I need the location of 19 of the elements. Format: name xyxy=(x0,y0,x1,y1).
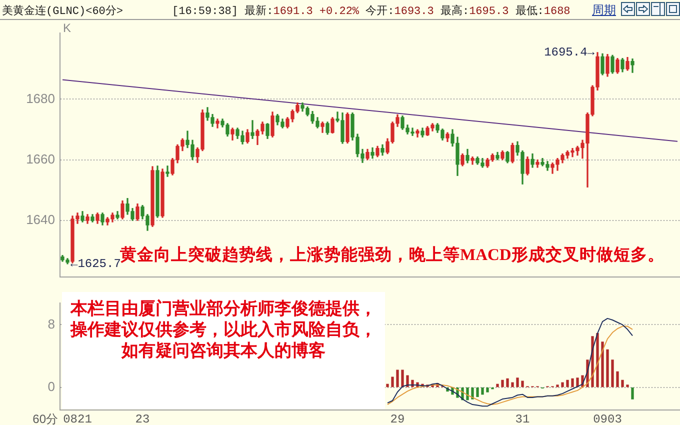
x-tick-label: 29 xyxy=(390,412,405,425)
text: 周期 xyxy=(592,2,616,19)
x-tick-label: 23 xyxy=(135,412,150,425)
chart-subtitle: [16:59:38] 最新:1691.3 +0.22% 今开:1693.3 最高:1695.3 最低:1688 xyxy=(172,6,570,18)
x-tick-label: 0821 xyxy=(63,412,92,425)
y-tick-label: 1640 xyxy=(26,212,55,228)
y-tick-label: 1680 xyxy=(26,90,55,106)
text: 60分 xyxy=(32,411,58,425)
x-tick-label: 0903 xyxy=(593,412,622,425)
x-tick-label: 31 xyxy=(515,412,530,425)
annotation: 1695.4→ xyxy=(544,46,596,60)
y-tick-label: 8 xyxy=(48,316,55,332)
annotation: K xyxy=(63,21,72,35)
annotation: ←1625.7 xyxy=(70,257,121,272)
y-tick-label: 0 xyxy=(48,378,55,394)
annotation: 黄金向上突破趋势线，上涨势能强劲，晚上等MACD形成交叉时做短多。 xyxy=(120,244,664,266)
y-tick-label: 1660 xyxy=(26,151,55,166)
chart-title: 美黄金连(GLNC)<60分> xyxy=(2,4,124,18)
annotation: 本栏目由厦门营业部分析师李俊德提供，操作建议仅供参考，以此入市风险自负，如有疑问咨询其本人的博客 xyxy=(62,292,385,409)
